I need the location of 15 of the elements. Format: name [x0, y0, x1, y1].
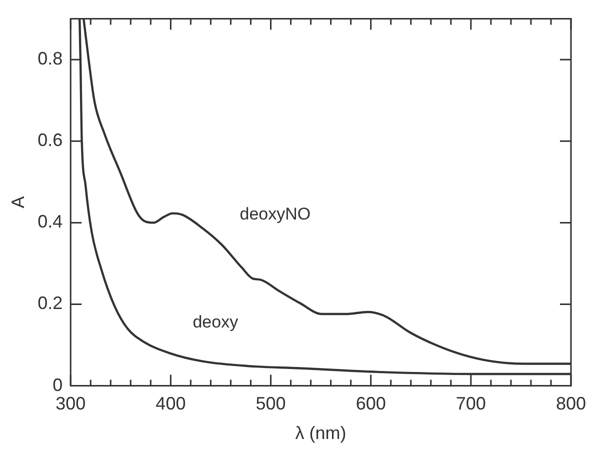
x-tick-label: 800 — [556, 394, 586, 414]
y-tick-label: 0 — [52, 374, 63, 395]
x-tick-label: 300 — [56, 394, 86, 414]
x-tick-label: 400 — [156, 394, 186, 414]
y-tick-label: 0.4 — [38, 212, 63, 232]
series-label: deoxyNO — [240, 204, 311, 224]
x-tick-label: 700 — [456, 394, 486, 414]
x-tick-label: 500 — [256, 394, 286, 414]
y-axis-title: A — [8, 196, 28, 208]
y-tick-label: 0.2 — [38, 293, 63, 314]
series-label: deoxy — [192, 312, 239, 332]
y-tick-label: 0.8 — [38, 48, 63, 69]
y-tick-label: 0.6 — [38, 130, 63, 150]
x-axis-title: λ (nm) — [295, 423, 346, 444]
x-tick-label: 600 — [356, 394, 386, 414]
